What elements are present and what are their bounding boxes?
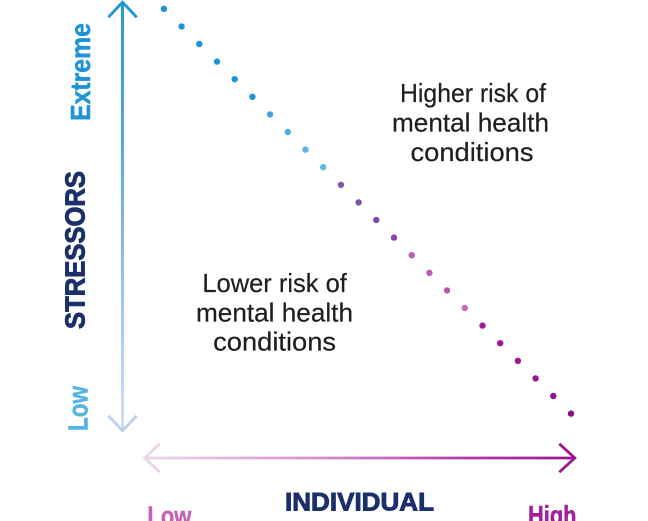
svg-text:conditions: conditions	[411, 137, 534, 167]
svg-text:Low: Low	[147, 501, 192, 521]
svg-text:mental health: mental health	[392, 108, 549, 138]
svg-text:Lower risk of: Lower risk of	[202, 268, 347, 298]
svg-text:Low: Low	[63, 386, 94, 431]
svg-text:INDIVIDUAL: INDIVIDUAL	[285, 489, 434, 517]
svg-text:Extreme: Extreme	[65, 23, 96, 121]
svg-text:High: High	[528, 501, 577, 521]
svg-text:Higher risk of: Higher risk of	[400, 78, 547, 108]
svg-text:conditions: conditions	[213, 327, 336, 357]
svg-text:STRESSORS: STRESSORS	[59, 171, 90, 329]
svg-text:mental health: mental health	[196, 297, 353, 327]
